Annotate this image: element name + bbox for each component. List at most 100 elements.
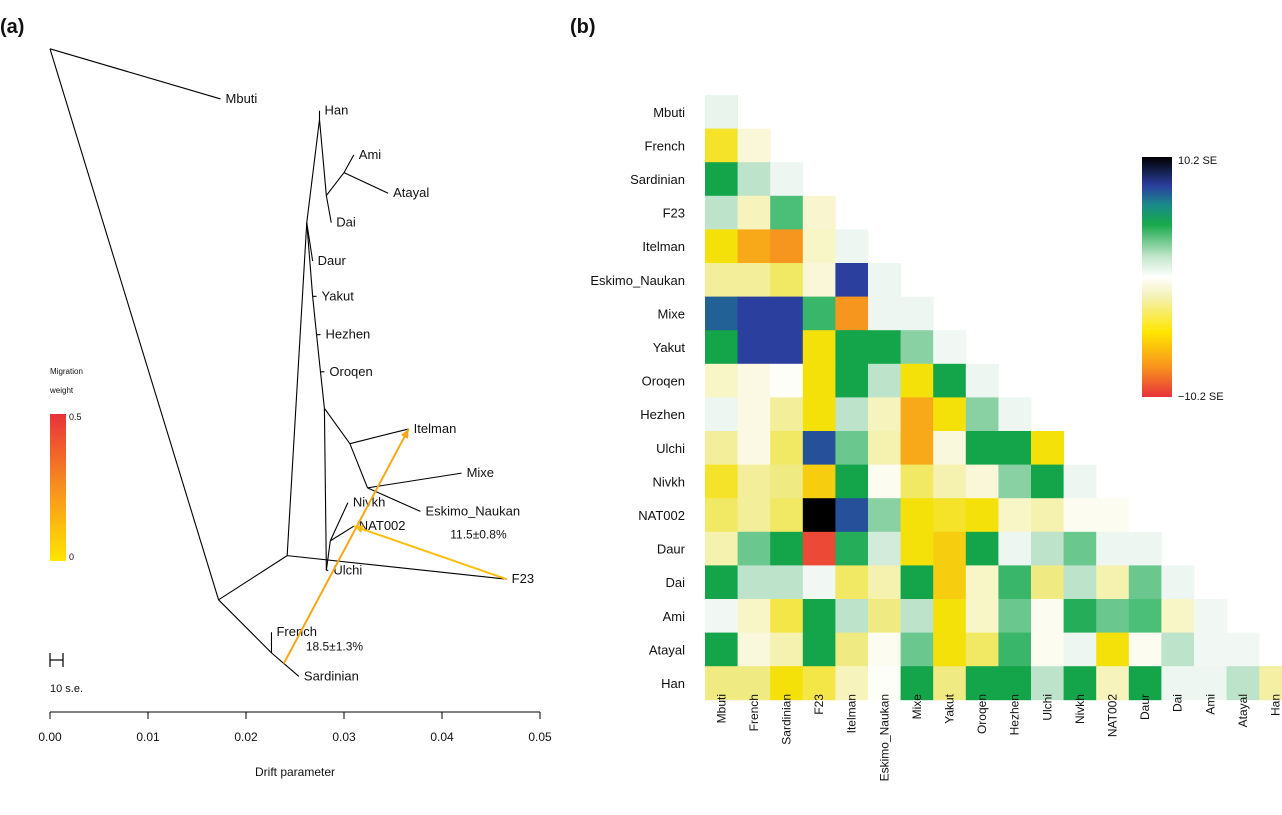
heatmap-cell-dai-french	[737, 565, 771, 600]
heatmap-cell-nat002-hezhen	[998, 498, 1032, 533]
heatmap-cell-atayal-nivkh	[1063, 632, 1097, 667]
heatmap-cell-han-eskimo-naukan	[868, 666, 901, 701]
heatmap-cell-dai-eskimo-naukan	[868, 565, 901, 600]
heatmap-col-label-itelman: Itelman	[845, 694, 859, 733]
heatmap-cell-eskimo-naukan-sardinian	[770, 263, 804, 297]
heatmap-col-label-eskimo-naukan: Eskimo_Naukan	[877, 694, 891, 781]
heatmap-cell-han-french	[737, 666, 771, 701]
heatmap-cell-nivkh-mbuti	[705, 464, 738, 499]
heatmap-cell-nat002-mbuti	[705, 498, 738, 533]
heatmap-cell-atayal-oroqen	[965, 632, 999, 667]
heatmap-cell-han-ami	[1194, 666, 1227, 701]
tree-leaf-han: Han	[325, 103, 349, 118]
heatmap-row-label-ulchi: Ulchi	[656, 441, 685, 456]
heatmap-cell-ami-mixe	[900, 599, 934, 633]
heatmap-cell-daur-eskimo-naukan	[868, 531, 901, 566]
heatmap-col-label-sardinian: Sardinian	[780, 694, 794, 745]
heatmap-col-label-daur: Daur	[1138, 694, 1152, 720]
heatmap-cell-atayal-eskimo-naukan	[868, 632, 901, 667]
heatmap-cell-nivkh-yakut	[933, 464, 967, 499]
heatmap-col-label-oroqen: Oroqen	[975, 694, 989, 734]
heatmap-cell-ulchi-hezhen	[998, 431, 1032, 465]
tree-leaf-sardinian: Sardinian	[304, 668, 359, 683]
tree-edge-nami-ami	[343, 154, 355, 173]
heatmap-row-label-ami: Ami	[663, 609, 686, 624]
heatmap-cell-hezhen-french	[737, 397, 771, 432]
tree-leaf-dai: Dai	[336, 215, 356, 230]
heatmap-cell-sardinian-mbuti	[705, 162, 738, 197]
heatmap-cell-oroqen-f23	[802, 363, 836, 398]
heatmap-row-label-hezhen: Hezhen	[640, 407, 685, 422]
heatmap-cell-itelman-sardinian	[770, 229, 804, 264]
heatmap-cell-daur-french	[737, 531, 771, 566]
scale-bar-label: 10 s.e.	[50, 683, 83, 695]
heatmap	[705, 95, 1282, 701]
heatmap-row-label-mixe: Mixe	[658, 306, 685, 321]
heatmap-cell-ulchi-eskimo-naukan	[868, 431, 901, 465]
heatmap-cell-han-ulchi	[1031, 666, 1064, 701]
tree-edge-nami-atayal	[343, 172, 389, 194]
heatmap-cell-han-han	[1259, 666, 1282, 701]
migration-legend-max: 0.5	[69, 412, 82, 422]
heatmap-cell-nat002-sardinian	[770, 498, 804, 533]
migration-arrows: 18.5±1.3% 11.5±0.8%	[282, 428, 508, 664]
heatmap-cell-mixe-eskimo-naukan	[868, 296, 901, 331]
x-tick-label-1: 0.01	[136, 730, 160, 744]
heatmap-cell-han-mbuti	[705, 666, 738, 701]
heatmap-cell-ulchi-mbuti	[705, 431, 738, 465]
heatmap-cell-hezhen-yakut	[933, 397, 967, 432]
tree-edge-nd-ne	[316, 334, 322, 372]
tree-edge-na-f23	[287, 555, 507, 580]
heatmap-row-label-atayal: Atayal	[649, 642, 685, 657]
heatmap-row-label-daur: Daur	[657, 542, 686, 557]
heatmap-row-label-oroqen: Oroqen	[642, 374, 685, 389]
tree-edge-n1-na	[218, 555, 288, 601]
heatmap-cell-han-itelman	[835, 666, 869, 701]
migration-legend-bar	[50, 414, 66, 561]
tree-edge-ndai-nami	[325, 172, 345, 196]
tree-leaf-atayal: Atayal	[393, 185, 429, 200]
heatmap-cell-atayal-mixe	[900, 632, 934, 667]
heatmap-cell-ulchi-french	[737, 431, 771, 465]
heatmap-cell-dai-yakut	[933, 565, 967, 600]
heatmap-row-label-sardinian: Sardinian	[630, 172, 685, 187]
heatmap-cell-yakut-eskimo-naukan	[868, 330, 901, 365]
heatmap-cell-yakut-yakut	[933, 330, 967, 365]
heatmap-cell-ulchi-oroqen	[965, 431, 999, 465]
x-tick-label-3: 0.03	[332, 730, 356, 744]
heatmap-cell-han-oroqen	[965, 666, 999, 701]
heatmap-cell-nivkh-sardinian	[770, 464, 804, 499]
heatmap-cell-nat002-eskimo-naukan	[868, 498, 901, 533]
heatmap-cell-ami-itelman	[835, 599, 869, 633]
heatmap-cell-ami-ulchi	[1031, 599, 1064, 633]
heatmap-cell-ami-mbuti	[705, 599, 738, 633]
heatmap-row-label-french: French	[645, 138, 685, 153]
heatmap-cell-atayal-sardinian	[770, 632, 804, 667]
heatmap-cell-ami-nivkh	[1063, 599, 1097, 633]
tree-edge-nb-nea	[306, 119, 321, 223]
heatmap-cell-mbuti-mbuti	[705, 95, 738, 129]
heatmap-cell-nivkh-mixe	[900, 464, 934, 499]
heatmap-cell-nivkh-hezhen	[998, 464, 1032, 499]
heatmap-cell-daur-nat002	[1096, 531, 1130, 566]
heatmap-cell-oroqen-mbuti	[705, 363, 738, 398]
heatmap-cell-eskimo-naukan-french	[737, 263, 771, 297]
tree-leaf-french: French	[276, 624, 316, 639]
heatmap-cell-eskimo-naukan-itelman	[835, 263, 869, 297]
heatmap-cell-ami-hezhen	[998, 599, 1032, 633]
heatmap-cell-atayal-yakut	[933, 632, 967, 667]
heatmap-col-label-mixe: Mixe	[910, 694, 924, 720]
heatmap-cell-f23-french	[737, 195, 771, 230]
heatmap-cell-nat002-f23	[802, 498, 836, 533]
heatmap-col-label-f23: F23	[812, 694, 826, 715]
heatmap-cell-yakut-french	[737, 330, 771, 365]
tree-edge-nh-nivkh	[329, 502, 349, 542]
heatmap-cell-ami-dai	[1161, 599, 1195, 633]
heatmap-cell-oroqen-itelman	[835, 363, 869, 398]
heatmap-cell-daur-nivkh	[1063, 531, 1097, 566]
heatmap-cell-hezhen-oroqen	[965, 397, 999, 432]
heatmap-cell-han-daur	[1128, 666, 1162, 701]
heatmap-cell-ami-oroqen	[965, 599, 999, 633]
migration-arrowhead-2	[353, 525, 364, 533]
heatmap-cell-nivkh-itelman	[835, 464, 869, 499]
